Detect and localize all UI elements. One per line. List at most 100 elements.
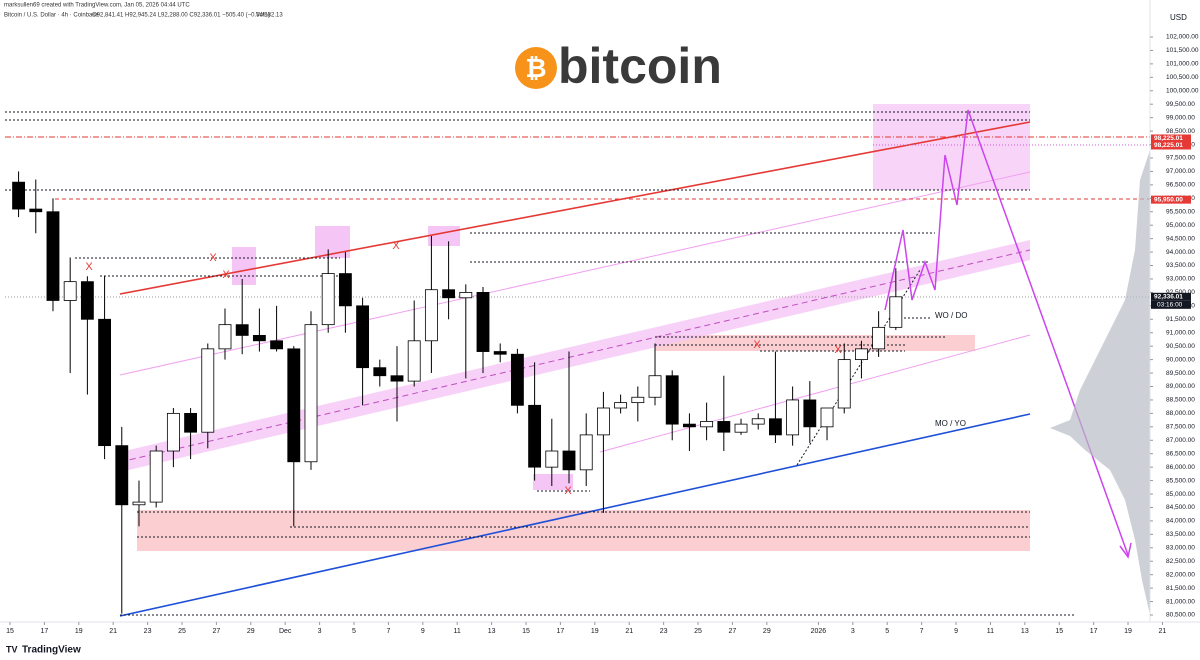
candle-body xyxy=(579,434,593,471)
x-tick-label: 19 xyxy=(75,628,83,635)
volume-profile xyxy=(1050,150,1150,615)
candle-body xyxy=(682,423,696,428)
price-tag-label: 95,950.00 xyxy=(1154,196,1183,203)
price-tag xyxy=(1151,195,1191,204)
x-tick-label: 21 xyxy=(109,628,117,635)
x-marker: X xyxy=(753,339,761,351)
y-tick-label: 84,000.00 xyxy=(1166,518,1195,525)
x-tick-label: 7 xyxy=(386,628,390,635)
y-tick-label: 87,000.00 xyxy=(1166,437,1195,444)
x-tick-label: 27 xyxy=(212,628,220,635)
x-marker: X xyxy=(392,240,400,252)
candle-body xyxy=(476,292,490,352)
y-tick-label: 102,000.00 xyxy=(1166,34,1199,41)
candle-body xyxy=(889,296,903,328)
y-tick-label: 101,000.00 xyxy=(1166,61,1199,68)
price-tag-label: 98,225.01 xyxy=(1154,142,1183,149)
brand-mark: TV xyxy=(6,644,18,654)
y-tick-label: 85,000.00 xyxy=(1166,491,1195,498)
y-tick-label: 93,000.00 xyxy=(1166,276,1195,283)
y-tick-label: 88,000.00 xyxy=(1166,410,1195,417)
candle-body xyxy=(493,351,507,355)
x-tick-label: 9 xyxy=(421,628,425,635)
x-tick-label: 23 xyxy=(660,628,668,635)
y-tick-label: 94,000.00 xyxy=(1166,249,1195,256)
candle-body xyxy=(442,289,456,299)
x-tick-label: 17 xyxy=(40,628,48,635)
candle-body xyxy=(338,273,352,307)
zone xyxy=(315,226,350,258)
x-tick-label: 2026 xyxy=(811,628,827,635)
brand: TradingView xyxy=(22,645,81,656)
zone xyxy=(428,226,460,246)
y-tick-label: 97,000.00 xyxy=(1166,168,1195,175)
levels xyxy=(5,111,1075,616)
x-marker: X xyxy=(222,269,230,281)
candle-body xyxy=(321,273,335,326)
x-tick-label: 29 xyxy=(247,628,255,635)
zone xyxy=(533,474,573,490)
y-tick-label: 101,500.00 xyxy=(1166,47,1199,54)
y-tick-label: 92,500.00 xyxy=(1166,289,1195,296)
x-tick-label: 7 xyxy=(920,628,924,635)
zone xyxy=(232,247,256,285)
candle-body xyxy=(528,404,542,468)
candle-body xyxy=(769,418,782,436)
candle-body xyxy=(373,367,387,377)
logo-symbol: ₿ xyxy=(525,53,546,83)
x-tick-label: Dec xyxy=(279,628,292,635)
candle-body xyxy=(218,324,232,350)
annotation: WO / DO xyxy=(935,311,967,320)
candle-body xyxy=(132,501,146,506)
y-tick-label: 98,500.00 xyxy=(1166,128,1195,135)
x-marker: X xyxy=(209,252,217,264)
x-tick-label: 9 xyxy=(954,628,958,635)
candles xyxy=(12,171,903,614)
x-tick-label: 25 xyxy=(694,628,702,635)
candle-body xyxy=(545,450,559,468)
volume: Vol182.13 xyxy=(256,13,283,19)
x-tick-label: 19 xyxy=(591,628,599,635)
y-tick-label: 90,500.00 xyxy=(1166,343,1195,350)
y-tick-label: 86,000.00 xyxy=(1166,464,1195,471)
candle-body xyxy=(803,399,817,428)
candle-body xyxy=(304,324,318,463)
candle-body xyxy=(235,324,249,336)
candle-body xyxy=(424,289,438,342)
y-tick-label: 95,500.00 xyxy=(1166,208,1195,215)
y-tick-label: 94,500.00 xyxy=(1166,235,1195,242)
channel-band xyxy=(120,240,1030,472)
channel-line xyxy=(599,334,1031,453)
price-tag-label: 92,336.01 xyxy=(1154,294,1183,301)
candle-body xyxy=(29,208,43,213)
y-tick-label: 81,500.00 xyxy=(1166,585,1195,592)
channel-mid xyxy=(119,249,1031,463)
x-tick-label: 19 xyxy=(1124,628,1132,635)
candle-body xyxy=(717,421,731,433)
y-tick-label: 84,500.00 xyxy=(1166,504,1195,511)
candle-body xyxy=(201,348,215,433)
currency: USD xyxy=(1170,13,1187,22)
price-tag xyxy=(1151,134,1191,143)
x-tick-label: 11 xyxy=(987,628,994,635)
candle-body xyxy=(665,375,679,425)
x-tick-label: 11 xyxy=(454,628,461,635)
y-tick-label: 88,500.00 xyxy=(1166,397,1195,404)
candle-body xyxy=(786,399,800,436)
y-tick-label: 99,000.00 xyxy=(1166,114,1195,121)
candle-body xyxy=(80,281,94,320)
x-tick-label: 5 xyxy=(885,628,889,635)
x-tick-label: 13 xyxy=(1021,628,1029,635)
candle-body xyxy=(166,412,180,452)
x-tick-label: 15 xyxy=(6,628,14,635)
y-tick-label: 100,000.00 xyxy=(1166,87,1199,94)
candle-body xyxy=(98,318,112,447)
annotation: MO / YO xyxy=(935,419,966,428)
x-tick-label: 3 xyxy=(318,628,322,635)
drawings xyxy=(5,104,1150,617)
y-tick-label: 86,500.00 xyxy=(1166,450,1195,457)
x-tick-label: 29 xyxy=(763,628,771,635)
y-tick-label: 81,000.00 xyxy=(1166,598,1195,605)
y-tick-label: 87,500.00 xyxy=(1166,424,1195,431)
